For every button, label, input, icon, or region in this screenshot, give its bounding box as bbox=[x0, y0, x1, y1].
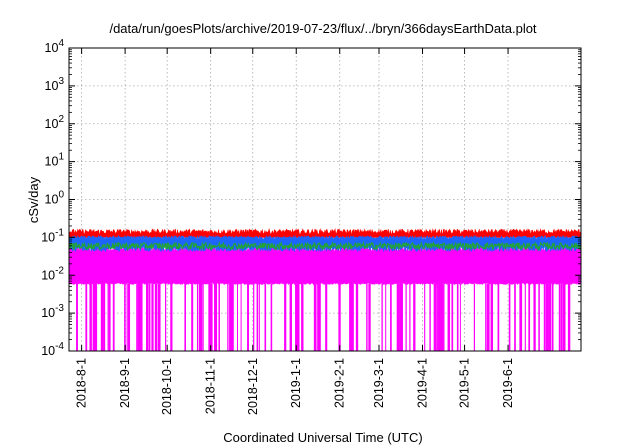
y-tick-label: 10-3 bbox=[41, 303, 64, 320]
y-tick-label: 10-4 bbox=[41, 341, 64, 358]
x-tick-label: 2019-2-1 bbox=[333, 358, 347, 408]
x-tick-label: 2019-5-1 bbox=[458, 358, 472, 408]
y-tick-label: 10-2 bbox=[41, 265, 64, 282]
y-tick-label: 10-1 bbox=[41, 227, 64, 244]
y-tick-label: 100 bbox=[45, 190, 65, 207]
y-tick-label: 102 bbox=[45, 114, 65, 131]
x-tick-label: 2019-4-1 bbox=[415, 358, 429, 408]
x-axis-label: Coordinated Universal Time (UTC) bbox=[223, 430, 422, 445]
x-tick-label: 2018-9-1 bbox=[118, 358, 132, 408]
x-tick-label: 2018-11-1 bbox=[204, 358, 218, 414]
grid bbox=[69, 48, 581, 351]
x-tick-label: 2018-12-1 bbox=[246, 358, 260, 415]
x-tick-label: 2019-3-1 bbox=[372, 358, 386, 408]
data-series bbox=[68, 228, 582, 351]
y-tick-label: 101 bbox=[45, 152, 65, 169]
x-tick-label: 2018-10-1 bbox=[160, 358, 174, 415]
x-tick-label: 2018-8-1 bbox=[75, 358, 89, 408]
series-magenta-band bbox=[68, 245, 582, 286]
axis-ticks: 10-4 10-3 10-2 10-1 100 101 102 103 104 2018-8-1 2… bbox=[41, 38, 581, 415]
y-axis-label: cSv/day bbox=[26, 176, 41, 223]
y-tick-label: 103 bbox=[45, 76, 65, 93]
x-tick-label: 2019-1-1 bbox=[289, 358, 303, 408]
y-tick-label: 104 bbox=[45, 38, 65, 55]
series-green-line bbox=[69, 240, 582, 252]
chart-title: /data/run/goesPlots/archive/2019-07-23/f… bbox=[109, 21, 536, 36]
x-tick-label: 2019-6-1 bbox=[501, 358, 515, 408]
